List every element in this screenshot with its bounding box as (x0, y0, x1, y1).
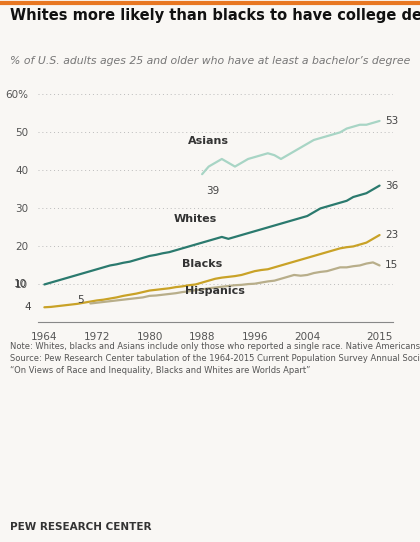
Text: Note: Whites, blacks and Asians include only those who reported a single race. N: Note: Whites, blacks and Asians include … (10, 342, 420, 375)
Text: 10: 10 (14, 280, 27, 289)
Text: 36: 36 (385, 180, 398, 191)
Text: Asians: Asians (188, 136, 229, 146)
Text: 39: 39 (207, 185, 220, 196)
Text: Whites: Whites (174, 214, 217, 224)
Text: 5: 5 (78, 295, 84, 305)
Text: 53: 53 (385, 116, 398, 126)
Text: 4: 4 (25, 302, 31, 312)
Text: PEW RESEARCH CENTER: PEW RESEARCH CENTER (10, 522, 152, 532)
Text: Blacks: Blacks (182, 260, 222, 269)
Text: 23: 23 (385, 230, 398, 240)
Text: % of U.S. adults ages 25 and older who have at least a bachelor’s degree: % of U.S. adults ages 25 and older who h… (10, 56, 411, 66)
Text: Whites more likely than blacks to have college degree: Whites more likely than blacks to have c… (10, 8, 420, 23)
Text: 15: 15 (385, 261, 398, 270)
Text: Hispanics: Hispanics (185, 286, 245, 296)
